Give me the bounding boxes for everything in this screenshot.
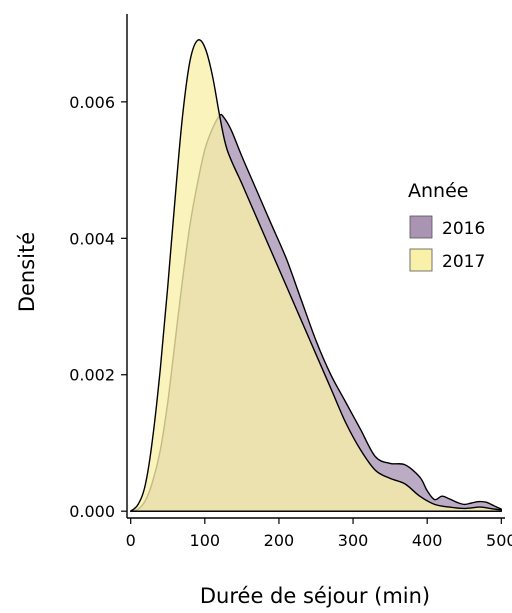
legend-title: Année	[408, 180, 468, 202]
ticks: 0 100 200 300 400 500 0.000 0.002 0.004 0.006	[69, 93, 512, 550]
x-axis-title: Durée de séjour (min)	[200, 584, 430, 608]
x-tick-label: 200	[264, 531, 295, 550]
plot-areas	[130, 39, 502, 512]
x-tick-label: 300	[338, 531, 369, 550]
x-tick-label: 100	[190, 531, 221, 550]
axes	[126, 14, 505, 519]
legend-label-2016: 2016	[442, 219, 485, 239]
legend-swatch-2016	[409, 215, 433, 239]
x-tick-label: 500	[486, 531, 512, 550]
density-area-2017	[130, 39, 502, 512]
legend: Année 2016 2017	[408, 180, 485, 272]
y-tick-label: 0.006	[69, 93, 115, 112]
legend-swatch-2017	[409, 248, 433, 272]
x-tick-label: 0	[126, 531, 136, 550]
x-tick-label: 400	[412, 531, 443, 550]
y-tick-label: 0.002	[69, 366, 115, 385]
y-axis-title: Densité	[15, 232, 39, 312]
y-tick-label: 0.000	[69, 502, 115, 521]
legend-label-2017: 2017	[442, 252, 485, 272]
y-tick-label: 0.004	[69, 229, 115, 248]
